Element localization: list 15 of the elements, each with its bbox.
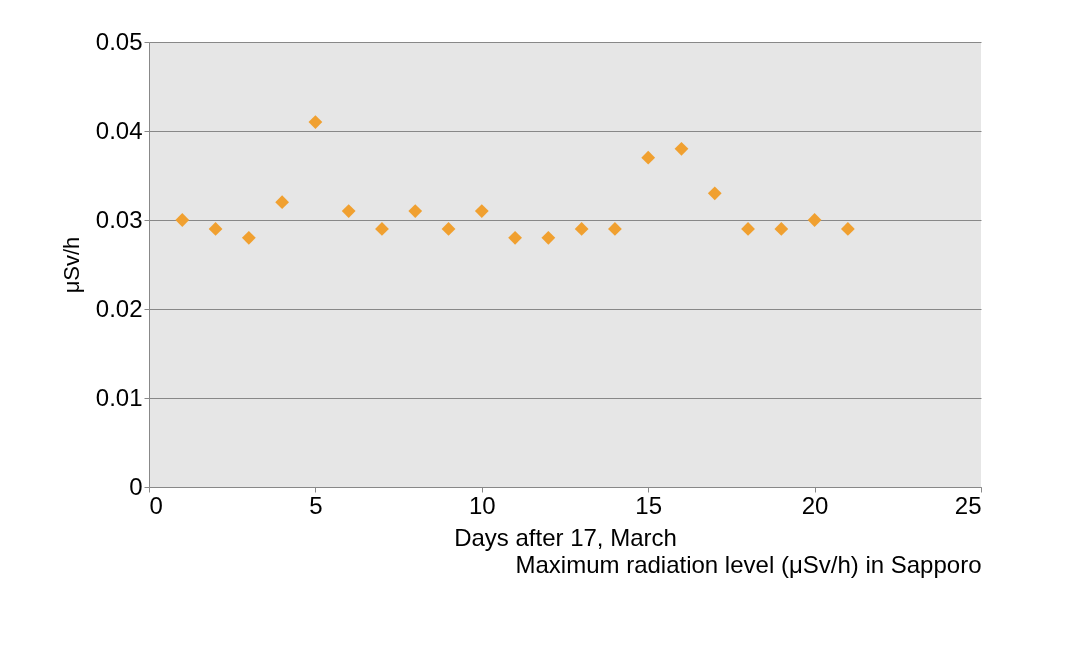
x-tick-label: 25 xyxy=(954,491,982,519)
y-tick-label: 0.02 xyxy=(95,294,143,322)
x-tick-label: 20 xyxy=(801,491,829,519)
y-tick-label: 0.03 xyxy=(95,205,143,233)
y-tick-label: 0.01 xyxy=(95,383,143,411)
x-tick-label: 0 xyxy=(149,491,163,519)
y-tick-label: 0 xyxy=(129,472,143,500)
x-axis-title: Days after 17, March xyxy=(454,523,677,551)
y-axis-title: μSv/h xyxy=(58,236,84,294)
x-tick-label: 10 xyxy=(468,491,496,519)
y-tick-label: 0.05 xyxy=(95,27,143,55)
x-tick-label: 5 xyxy=(309,491,323,519)
text: Maximum radiation level (μSv/h) in Sapporo xyxy=(515,551,982,578)
y-tick-label: 0.04 xyxy=(95,116,143,144)
x-tick-label: 15 xyxy=(635,491,663,519)
